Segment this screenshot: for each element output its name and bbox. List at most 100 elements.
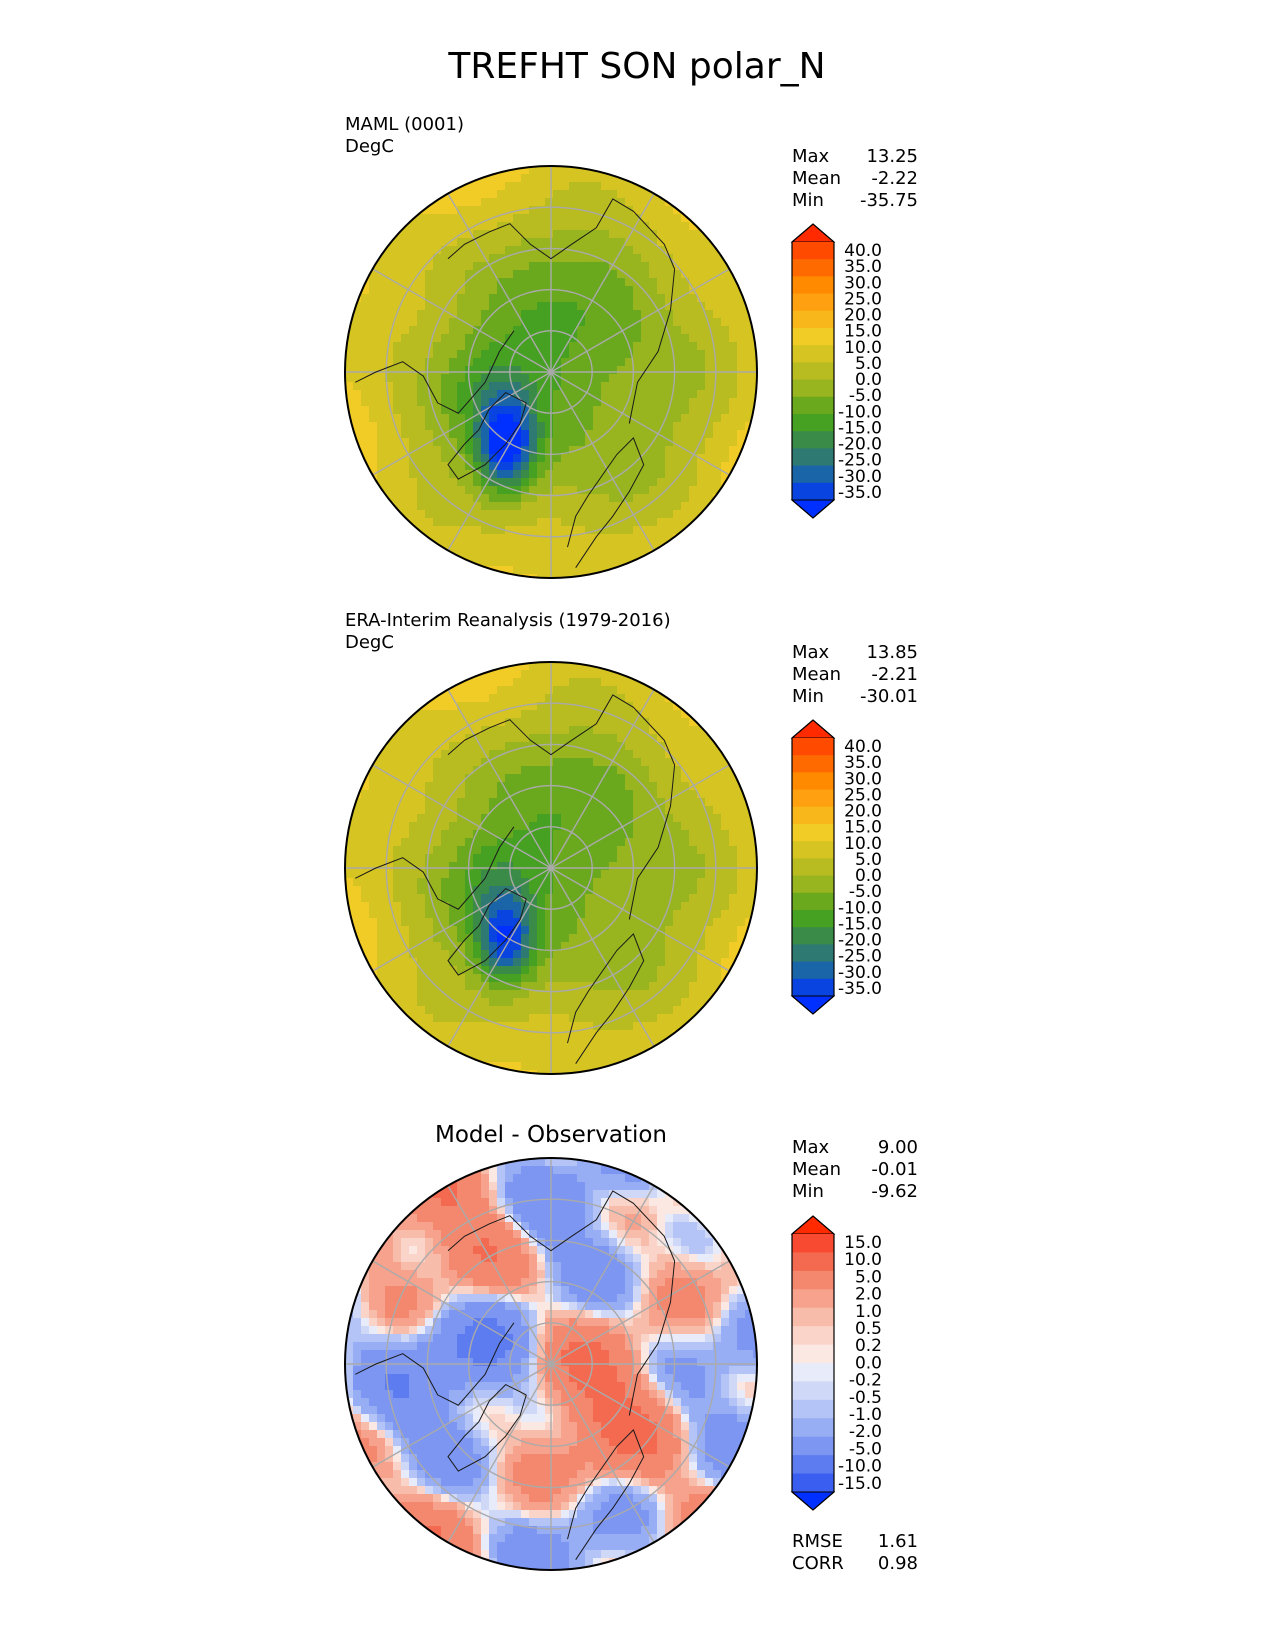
map-cell	[417, 1230, 426, 1239]
map-cell	[385, 270, 394, 279]
map-cell	[353, 894, 362, 903]
map-cell	[521, 318, 530, 327]
map-cell	[561, 262, 570, 271]
map-cell	[369, 278, 378, 287]
map-cell	[705, 350, 714, 359]
map-cell	[457, 1214, 466, 1223]
map-cell	[569, 702, 578, 711]
map-cell	[537, 702, 546, 711]
map-cell	[505, 310, 514, 319]
map-cell	[361, 438, 370, 447]
map-cell	[369, 894, 378, 903]
map-cell	[553, 934, 562, 943]
map-cell	[689, 1254, 698, 1263]
map-cell	[505, 1182, 514, 1191]
map-cell	[497, 1190, 506, 1199]
map-cell	[401, 486, 410, 495]
map-cell	[529, 406, 538, 415]
map-cell	[537, 686, 546, 695]
map-cell	[665, 1254, 674, 1263]
map-cell	[553, 366, 562, 375]
map-cell	[417, 390, 426, 399]
map-cell	[497, 486, 506, 495]
map-cell	[617, 190, 626, 199]
map-cell	[449, 766, 458, 775]
map-cell	[641, 286, 650, 295]
map-cell	[481, 294, 490, 303]
map-cell	[601, 326, 610, 335]
map-cell	[377, 294, 386, 303]
map-cell	[545, 846, 554, 855]
map-cell	[681, 782, 690, 791]
map-cell	[425, 246, 434, 255]
map-cell	[697, 430, 706, 439]
map-cell	[433, 878, 442, 887]
map-cell	[585, 526, 594, 535]
map-cell	[673, 1230, 682, 1239]
map-cell	[489, 958, 498, 967]
map-cell	[633, 1222, 642, 1231]
map-cell	[553, 846, 562, 855]
map-cell	[377, 254, 386, 263]
map-cell	[497, 422, 506, 431]
map-cell	[521, 918, 530, 927]
map-cell	[689, 302, 698, 311]
map-cell	[633, 766, 642, 775]
map-cell	[721, 294, 730, 303]
map-cell	[401, 246, 410, 255]
map-cell	[545, 1246, 554, 1255]
map-cell	[497, 838, 506, 847]
map-cell	[369, 446, 378, 455]
map-cell	[449, 1222, 458, 1231]
map-cell	[505, 1062, 514, 1071]
map-cell	[425, 870, 434, 879]
colorbar-tick-label: 20.0	[844, 802, 882, 822]
map-cell	[593, 1190, 602, 1199]
map-cell	[609, 798, 618, 807]
map-cell	[713, 390, 722, 399]
map-cell	[561, 1030, 570, 1039]
map-cell	[553, 222, 562, 231]
map-cell	[457, 446, 466, 455]
map-cell	[737, 310, 746, 319]
map-cell	[585, 230, 594, 239]
map-cell	[649, 1246, 658, 1255]
map-cell	[545, 406, 554, 415]
map-cell	[665, 750, 674, 759]
map-cell	[585, 982, 594, 991]
map-cell	[393, 494, 402, 503]
map-cell	[689, 230, 698, 239]
map-cell	[689, 718, 698, 727]
map-cell	[641, 446, 650, 455]
map-cell	[409, 494, 418, 503]
map-cell	[489, 1054, 498, 1063]
map-cell	[433, 1246, 442, 1255]
map-cell	[417, 830, 426, 839]
map-cell	[569, 1166, 578, 1175]
map-cell	[633, 526, 642, 535]
map-cell	[425, 254, 434, 263]
map-cell	[729, 894, 738, 903]
map-cell	[625, 910, 634, 919]
map-cell	[497, 382, 506, 391]
map-cell	[585, 238, 594, 247]
map-cell	[545, 918, 554, 927]
map-cell	[609, 358, 618, 367]
map-cell	[585, 1014, 594, 1023]
map-cell	[617, 1254, 626, 1263]
map-cell	[753, 318, 757, 327]
map-cell	[489, 1174, 498, 1183]
map-cell	[401, 406, 410, 415]
map-cell	[505, 190, 514, 199]
map-cell	[553, 670, 562, 679]
map-cell	[625, 1014, 634, 1023]
map-cell	[609, 766, 618, 775]
map-cell	[465, 286, 474, 295]
map-cell	[617, 414, 626, 423]
map-cell	[457, 1254, 466, 1263]
map-cell	[553, 798, 562, 807]
map-cell	[529, 214, 538, 223]
map-cell	[545, 494, 554, 503]
map-cell	[497, 1254, 506, 1263]
map-cell	[457, 278, 466, 287]
